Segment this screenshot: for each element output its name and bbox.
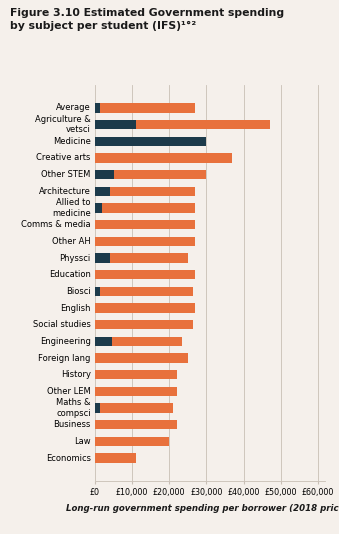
Bar: [95, 203, 102, 213]
Bar: [95, 354, 188, 363]
Bar: [95, 237, 195, 246]
Bar: [95, 270, 195, 279]
Bar: [95, 187, 195, 196]
Bar: [95, 337, 182, 346]
Bar: [95, 453, 136, 462]
Bar: [95, 137, 206, 146]
Bar: [95, 337, 112, 346]
Bar: [95, 420, 177, 429]
Bar: [95, 220, 195, 229]
Bar: [95, 254, 188, 263]
Bar: [95, 170, 206, 179]
Bar: [95, 287, 100, 296]
Bar: [95, 387, 177, 396]
X-axis label: Long-run government spending per borrower (2018 prices): Long-run government spending per borrowe…: [66, 504, 339, 513]
Bar: [95, 120, 136, 129]
Bar: [95, 437, 169, 446]
Bar: [95, 370, 177, 379]
Bar: [95, 104, 195, 113]
Bar: [95, 120, 270, 129]
Bar: [95, 320, 194, 329]
Bar: [95, 137, 147, 146]
Bar: [95, 170, 114, 179]
Bar: [95, 404, 100, 413]
Bar: [95, 254, 110, 263]
Bar: [95, 203, 195, 213]
Bar: [95, 187, 110, 196]
Bar: [95, 287, 194, 296]
Bar: [95, 153, 233, 162]
Bar: [95, 104, 100, 113]
Bar: [95, 404, 173, 413]
Bar: [95, 303, 195, 312]
Text: Figure 3.10 Estimated Government spending
by subject per student (IFS)¹°²: Figure 3.10 Estimated Government spendin…: [10, 8, 284, 31]
